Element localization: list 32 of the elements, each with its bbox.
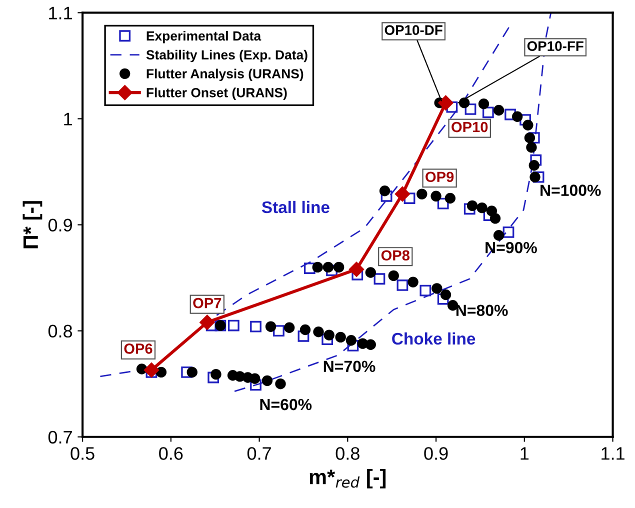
annotation: OP10-DF bbox=[384, 25, 442, 35]
y-tick-label: 0.8 bbox=[48, 324, 72, 338]
x-tick-label: 0.8 bbox=[336, 447, 360, 460]
legend-label: Stability Lines (Exp. Data) bbox=[146, 50, 308, 62]
annotation: OP7 bbox=[193, 298, 222, 308]
y-tick-label: 1 bbox=[64, 112, 72, 126]
annotation: N=90% bbox=[486, 242, 537, 254]
annotation: N=70% bbox=[324, 360, 376, 372]
annotation: N=60% bbox=[260, 398, 312, 410]
y-tick-label: 0.9 bbox=[48, 218, 72, 232]
annotation: N=80% bbox=[456, 304, 508, 316]
annotation: N=100% bbox=[540, 184, 601, 196]
annotation: OP10-FF bbox=[527, 41, 584, 52]
legend-label: Flutter Onset (URANS) bbox=[146, 88, 287, 100]
y-tick-label: 0.7 bbox=[48, 430, 72, 444]
y-axis-title: Π* [-] bbox=[22, 201, 42, 248]
annotation: OP9 bbox=[426, 172, 454, 182]
x-tick-label: 0.5 bbox=[70, 447, 94, 460]
y-tick-label: 1.1 bbox=[49, 6, 72, 20]
legend-label: Experimental Data bbox=[146, 30, 262, 44]
x-axis-title: m*$_{red}$ [-] bbox=[310, 468, 386, 488]
x-tick-label: 1 bbox=[520, 447, 529, 460]
annotation: Stall line bbox=[262, 200, 330, 214]
legend-label: Flutter Analysis (URANS) bbox=[146, 68, 304, 82]
annotation: OP6 bbox=[124, 344, 152, 354]
x-tick-label: 0.6 bbox=[159, 447, 183, 460]
annotation: OP8 bbox=[381, 250, 410, 261]
annotation: Choke line bbox=[392, 332, 476, 345]
annotation: OP10 bbox=[452, 122, 488, 132]
x-tick-label: 0.7 bbox=[247, 447, 271, 460]
x-tick-label: 1.1 bbox=[602, 447, 624, 460]
x-tick-label: 0.9 bbox=[424, 447, 448, 460]
